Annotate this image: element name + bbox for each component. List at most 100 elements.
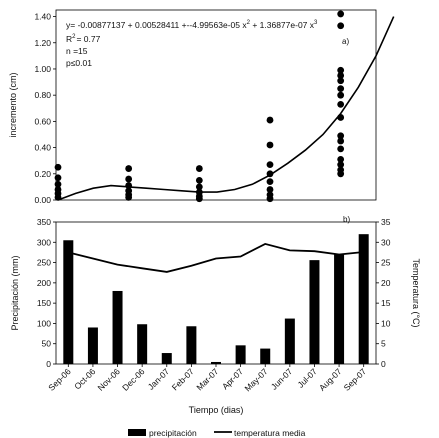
p-value-text: p≤0.01 xyxy=(66,58,92,68)
panel-b: 0 50 100 150 200 250 300 350 0 5 10 15 20 25 30 35 Sep-0… xyxy=(10,215,421,415)
data-point xyxy=(266,116,274,124)
data-point xyxy=(337,77,345,85)
data-point xyxy=(54,174,62,182)
precipitation-bar xyxy=(284,318,295,364)
x-tick-label: Jan-07 xyxy=(146,366,172,392)
legend-bar-swatch xyxy=(128,429,146,436)
precipitation-bar xyxy=(137,324,148,364)
panel-a: 0.00 0.20 0.40 0.60 0.80 1.00 1.20 1.40 increme… xyxy=(8,9,395,205)
y-tick-label: 1.00 xyxy=(34,64,51,74)
x-tick-label: Feb-07 xyxy=(170,366,196,392)
precipitation-bar xyxy=(309,260,320,364)
precipitation-bar xyxy=(161,353,172,364)
data-point xyxy=(337,22,345,30)
data-point xyxy=(337,170,345,178)
y-tick-label: 0.60 xyxy=(34,116,51,126)
legend-temperature-label: temperatura media xyxy=(234,428,306,438)
panel-b-right-axis-label: Temperatura (°C) xyxy=(411,258,421,327)
data-point xyxy=(266,178,274,186)
panel-a-fit-curve xyxy=(57,16,395,201)
data-point xyxy=(125,165,133,172)
precipitation-bar xyxy=(358,234,369,364)
precipitation-bar xyxy=(112,290,123,364)
panel-a-y-ticks: 0.00 0.20 0.40 0.60 0.80 1.00 1.20 1.40 xyxy=(34,12,56,205)
data-point xyxy=(337,161,345,169)
precipitation-bar xyxy=(186,326,197,364)
left-y-tick-label: 0 xyxy=(46,359,51,369)
x-tick-label: Apr-07 xyxy=(220,366,245,391)
data-point xyxy=(337,100,345,108)
x-tick-label: Jul-07 xyxy=(295,366,319,390)
panel-a-label: a) xyxy=(342,37,349,46)
data-point xyxy=(266,141,274,149)
data-point xyxy=(266,195,274,203)
right-y-tick-label: 20 xyxy=(381,278,391,288)
r-squared-text: R2= 0.77 xyxy=(66,34,101,44)
left-y-tick-label: 150 xyxy=(37,298,51,308)
panel-b-left-axis-label: Precipitación (mm) xyxy=(10,255,20,330)
n-text: n =15 xyxy=(66,46,88,56)
data-point xyxy=(195,195,203,203)
right-y-tick-label: 0 xyxy=(381,359,386,369)
x-tick-label: Aug-07 xyxy=(317,366,344,393)
data-point xyxy=(54,163,62,171)
data-point xyxy=(337,91,345,99)
data-point xyxy=(54,180,62,188)
y-tick-label: 1.40 xyxy=(34,12,51,22)
y-tick-label: 0.00 xyxy=(34,195,51,205)
data-point xyxy=(195,165,203,172)
x-tick-label: Mar-07 xyxy=(194,366,220,392)
precipitation-bar xyxy=(235,345,246,364)
left-y-tick-label: 100 xyxy=(37,318,51,328)
panel-a-frame xyxy=(55,9,377,201)
data-point xyxy=(195,176,203,184)
x-tick-label: May-07 xyxy=(243,366,270,393)
precipitation-bar xyxy=(260,348,271,364)
data-point xyxy=(337,155,345,163)
right-y-tick-label: 30 xyxy=(381,237,391,247)
panel-b-label: b) xyxy=(343,215,350,224)
temperature-line xyxy=(68,242,364,273)
left-y-tick-label: 250 xyxy=(37,258,51,268)
precipitation-bar xyxy=(87,327,98,364)
precipitation-bar xyxy=(63,240,74,364)
precipitation-bar xyxy=(334,254,345,364)
data-point xyxy=(266,186,274,193)
y-tick-label: 0.80 xyxy=(34,90,51,100)
y-tick-label: 0.40 xyxy=(34,143,51,153)
left-y-tick-label: 350 xyxy=(37,217,51,227)
left-y-tick-label: 300 xyxy=(37,237,51,247)
data-point xyxy=(337,66,345,74)
panel-b-bars xyxy=(63,234,369,364)
x-tick-label: Jun-07 xyxy=(269,366,295,392)
equation-text: y= -0.00877137 + 0.00528411 +--4.99563e-… xyxy=(66,20,318,30)
data-point xyxy=(337,145,345,153)
x-tick-label: Sep-07 xyxy=(342,366,369,393)
panel-b-x-axis-label: Tiempo (dias) xyxy=(189,405,244,415)
right-y-tick-label: 15 xyxy=(381,298,391,308)
left-y-tick-label: 50 xyxy=(42,339,52,349)
right-y-tick-label: 35 xyxy=(381,217,391,227)
data-point xyxy=(337,72,345,79)
x-tick-label: Nov-06 xyxy=(96,366,123,393)
data-point xyxy=(337,132,345,140)
data-point xyxy=(266,161,274,169)
legend-precipitation-label: precipitación xyxy=(149,428,197,438)
data-point xyxy=(125,193,133,201)
x-tick-label: Dec-06 xyxy=(120,366,147,393)
data-point xyxy=(337,10,345,18)
right-y-tick-label: 5 xyxy=(381,339,386,349)
x-tick-label: Sep-06 xyxy=(46,366,73,393)
right-y-tick-label: 25 xyxy=(381,258,391,268)
legend: precipitación temperatura media xyxy=(128,428,306,438)
data-point xyxy=(125,175,133,183)
y-tick-label: 0.20 xyxy=(34,169,51,179)
panel-b-frame xyxy=(55,221,377,365)
data-point xyxy=(337,137,345,145)
precipitation-bar xyxy=(211,361,221,364)
panel-a-y-axis-label: incremento (cm) xyxy=(8,72,18,137)
y-tick-label: 1.20 xyxy=(34,38,51,48)
x-tick-label: Oct-06 xyxy=(72,366,97,391)
right-y-tick-label: 10 xyxy=(381,318,391,328)
